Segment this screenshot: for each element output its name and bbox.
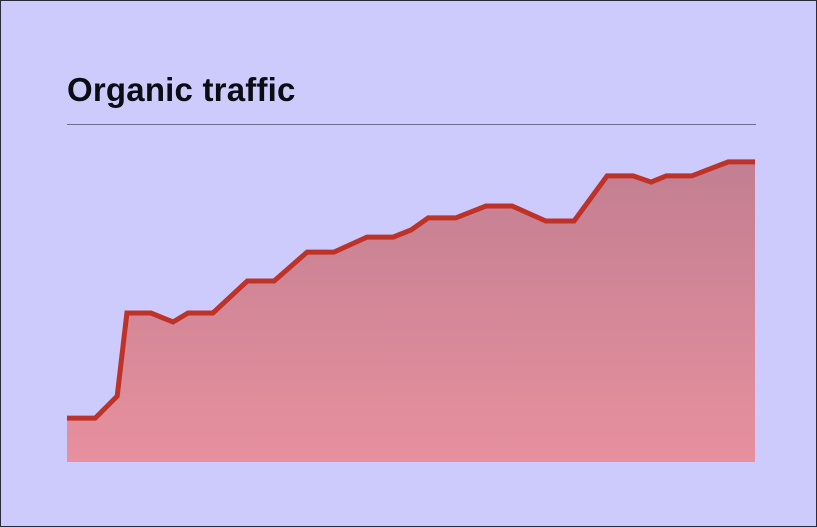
- area-fill: [67, 162, 755, 462]
